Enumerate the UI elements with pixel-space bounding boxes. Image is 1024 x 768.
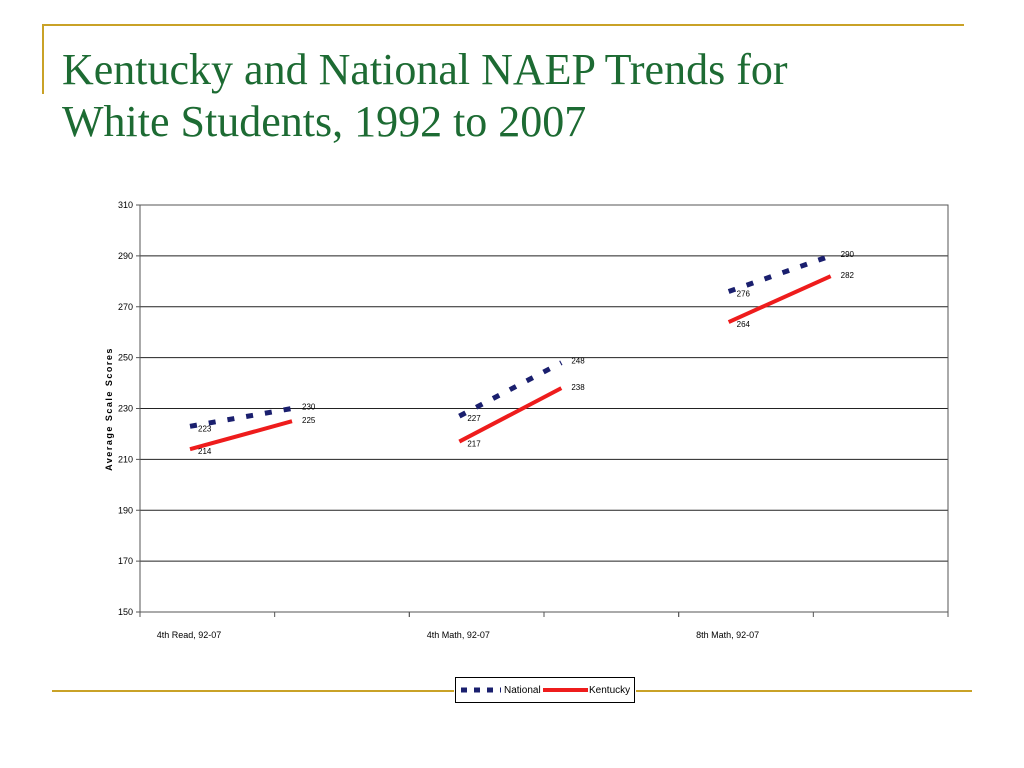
x-tick-label: 4th Read, 92-07: [157, 630, 222, 640]
slide-title: Kentucky and National NAEP Trends for Wh…: [62, 44, 1002, 148]
y-tick-label: 170: [118, 556, 133, 566]
kentucky-end-label: 238: [571, 383, 585, 392]
title-accent-horizontal: [42, 24, 964, 26]
national-start-label: 227: [467, 414, 481, 423]
national-end-label: 248: [571, 357, 585, 366]
slide-title-line1: Kentucky and National NAEP Trends for: [62, 45, 788, 94]
national-start-label: 276: [737, 289, 751, 298]
chart-series: [189, 253, 832, 452]
chart-axes: 150 170 190 210 230 250 270 290 310 4th Read, 92-…: [118, 200, 949, 640]
national-end-label: 290: [841, 250, 855, 259]
y-tick-label: 210: [118, 454, 133, 464]
chart-data-labels: 223 230 227 248 276 290 214 225 217 238 264 282: [198, 250, 855, 456]
chart-legend: National Kentucky: [455, 677, 635, 703]
y-tick-label: 250: [118, 353, 133, 363]
national-segment: [458, 360, 563, 419]
y-tick-label: 310: [118, 200, 133, 210]
footer-rule-left: [52, 690, 454, 692]
kentucky-start-label: 264: [737, 320, 751, 329]
kentucky-start-label: 217: [467, 440, 481, 449]
x-tick-label: 8th Math, 92-07: [696, 630, 759, 640]
national-segment: [727, 253, 832, 294]
slide-title-line2: White Students, 1992 to 2007: [62, 97, 587, 146]
y-tick-label: 270: [118, 302, 133, 312]
legend-kentucky-label: Kentucky: [589, 685, 631, 696]
kentucky-end-label: 282: [841, 271, 855, 280]
y-tick-label: 190: [118, 505, 133, 515]
y-tick-label: 150: [118, 607, 133, 617]
kentucky-segment: [458, 386, 563, 444]
footer-rule-right: [636, 690, 972, 692]
kentucky-segment: [189, 419, 293, 452]
y-axis-title: Average Scale Scores: [104, 347, 114, 471]
national-end-label: 230: [302, 403, 316, 412]
y-tick-label: 290: [118, 251, 133, 261]
national-start-label: 223: [198, 424, 212, 433]
x-tick-label: 4th Math, 92-07: [427, 630, 490, 640]
kentucky-segment: [727, 274, 832, 324]
kentucky-end-label: 225: [302, 416, 316, 425]
y-tick-label: 230: [118, 404, 133, 414]
legend-national-label: National: [504, 685, 541, 696]
kentucky-start-label: 214: [198, 447, 212, 456]
title-accent-vertical: [42, 24, 44, 94]
chart-gridlines: [140, 255, 948, 562]
